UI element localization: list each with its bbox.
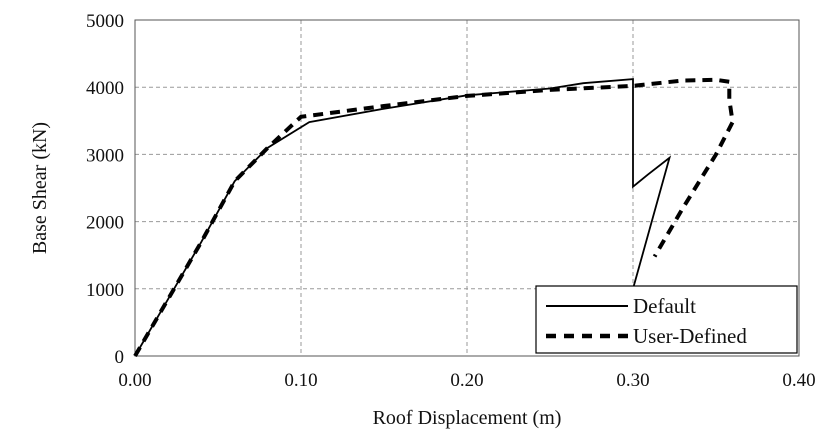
x-tick-label: 0.10 bbox=[284, 370, 317, 391]
x-axis-tick-labels: 0.00 0.10 0.20 0.30 0.40 bbox=[118, 370, 815, 391]
legend-label-user-defined: User-Defined bbox=[633, 324, 747, 348]
y-axis-tick-labels: 0 1000 2000 3000 4000 5000 bbox=[86, 11, 124, 368]
y-tick-label: 2000 bbox=[86, 213, 124, 234]
y-tick-label: 0 bbox=[115, 347, 125, 368]
x-axis-title: Roof Displacement (m) bbox=[373, 407, 562, 429]
y-tick-label: 3000 bbox=[86, 145, 124, 166]
legend-box bbox=[535, 285, 798, 354]
x-tick-label: 0.40 bbox=[782, 370, 815, 391]
legend: Default User-Defined bbox=[535, 285, 798, 354]
x-tick-label: 0.20 bbox=[450, 370, 483, 391]
x-tick-label: 0.30 bbox=[616, 370, 649, 391]
x-tick-label: 0.00 bbox=[118, 370, 151, 391]
y-tick-label: 5000 bbox=[86, 11, 124, 32]
y-tick-label: 4000 bbox=[86, 78, 124, 99]
legend-label-default: Default bbox=[633, 294, 696, 318]
y-tick-label: 1000 bbox=[86, 280, 124, 301]
y-axis-title: Base Shear (kN) bbox=[29, 122, 51, 254]
series-line-user-defined bbox=[133, 77, 735, 358]
plot-frame bbox=[134, 19, 800, 357]
series-layer bbox=[133, 77, 735, 358]
